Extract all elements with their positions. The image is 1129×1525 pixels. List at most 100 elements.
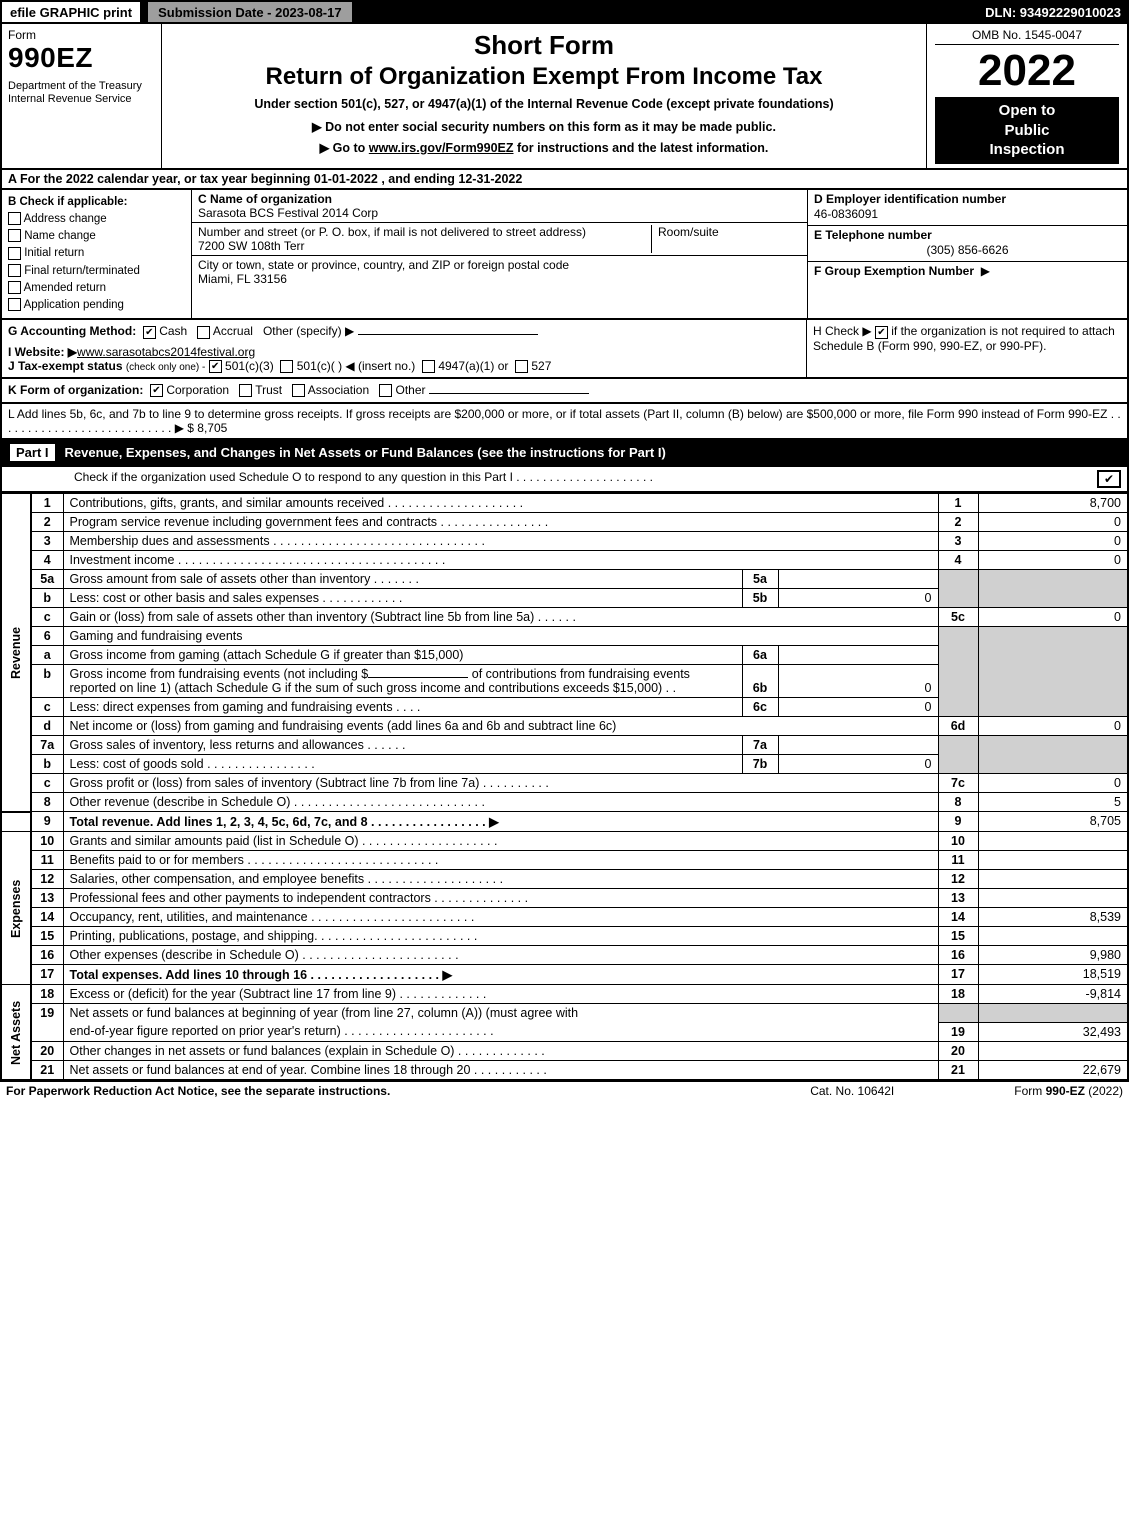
chk-final-return[interactable]: Final return/terminated <box>8 263 185 280</box>
form-year-block: OMB No. 1545-0047 2022 Open to Public In… <box>927 24 1127 168</box>
side-net-assets: Net Assets <box>1 985 31 1080</box>
chk-name-change[interactable]: Name change <box>8 228 185 245</box>
amt-7c: 0 <box>978 774 1128 793</box>
chk-4947[interactable] <box>422 360 435 373</box>
chk-schedule-b-not-required[interactable] <box>875 326 888 339</box>
gross-receipts-value: 8,705 <box>197 421 227 435</box>
amt-9: 8,705 <box>978 812 1128 832</box>
amt-15 <box>978 927 1128 946</box>
chk-cash[interactable] <box>143 326 156 339</box>
page-footer: For Paperwork Reduction Act Notice, see … <box>0 1081 1129 1100</box>
website-link[interactable]: www.sarasotabcs2014festival.org <box>77 345 255 359</box>
form-title-block: Short Form Return of Organization Exempt… <box>162 24 927 168</box>
lno-1: 1 <box>31 494 63 513</box>
phone-value: (305) 856-6626 <box>814 243 1121 259</box>
desc-9: Total revenue. Add lines 1, 2, 3, 4, 5c,… <box>63 812 938 832</box>
amt-17: 18,519 <box>978 965 1128 985</box>
part-1-title: Revenue, Expenses, and Changes in Net As… <box>65 445 666 460</box>
amt-1: 8,700 <box>978 494 1128 513</box>
val-7b: 0 <box>778 755 938 774</box>
chk-501c[interactable] <box>280 360 293 373</box>
section-b: B Check if applicable: Address change Na… <box>2 190 192 319</box>
desc-21: Net assets or fund balances at end of ye… <box>63 1060 938 1080</box>
section-c: C Name of organization Sarasota BCS Fest… <box>192 190 807 319</box>
desc-13: Professional fees and other payments to … <box>63 889 938 908</box>
val-6c: 0 <box>778 698 938 717</box>
desc-6b: Gross income from fundraising events (no… <box>63 665 742 698</box>
section-b-title: B Check if applicable: <box>8 196 128 208</box>
form-header: Form 990EZ Department of the Treasury In… <box>0 24 1129 170</box>
section-g: G Accounting Method: Cash Accrual Other … <box>2 320 807 377</box>
irs-link[interactable]: www.irs.gov/Form990EZ <box>369 141 514 155</box>
desc-14: Occupancy, rent, utilities, and maintena… <box>63 908 938 927</box>
amt-4: 0 <box>978 551 1128 570</box>
submission-date-badge: Submission Date - 2023-08-17 <box>146 0 354 24</box>
title-return: Return of Organization Exempt From Incom… <box>182 63 906 91</box>
desc-2: Program service revenue including govern… <box>63 513 938 532</box>
amt-16: 9,980 <box>978 946 1128 965</box>
desc-4: Investment income . . . . . . . . . . . … <box>63 551 938 570</box>
chk-accrual[interactable] <box>197 326 210 339</box>
city-row: City or town, state or province, country… <box>192 256 807 288</box>
desc-12: Salaries, other compensation, and employ… <box>63 870 938 889</box>
tax-year: 2022 <box>935 49 1119 93</box>
chk-initial-return[interactable]: Initial return <box>8 245 185 262</box>
section-e: E Telephone number (305) 856-6626 <box>808 226 1127 262</box>
efile-print-button[interactable]: efile GRAPHIC print <box>0 0 142 24</box>
amt-3: 0 <box>978 532 1128 551</box>
amt-19: 32,493 <box>978 1022 1128 1041</box>
amt-10 <box>978 832 1128 851</box>
desc-7a: Gross sales of inventory, less returns a… <box>63 736 742 755</box>
desc-6c: Less: direct expenses from gaming and fu… <box>63 698 742 717</box>
amt-2: 0 <box>978 513 1128 532</box>
form-id-block: Form 990EZ Department of the Treasury In… <box>2 24 162 168</box>
chk-527[interactable] <box>515 360 528 373</box>
side-expenses: Expenses <box>1 832 31 985</box>
chk-501c3[interactable] <box>209 360 222 373</box>
desc-8: Other revenue (describe in Schedule O) .… <box>63 793 938 812</box>
desc-7b: Less: cost of goods sold . . . . . . . .… <box>63 755 742 774</box>
desc-10: Grants and similar amounts paid (list in… <box>63 832 938 851</box>
amt-11 <box>978 851 1128 870</box>
val-6a <box>778 646 938 665</box>
section-d-e-f: D Employer identification number 46-0836… <box>807 190 1127 319</box>
desc-3: Membership dues and assessments . . . . … <box>63 532 938 551</box>
chk-trust[interactable] <box>239 384 252 397</box>
chk-schedule-o-part1[interactable]: ✔ <box>1097 470 1121 488</box>
ssn-warning: ▶ Do not enter social security numbers o… <box>182 119 906 134</box>
val-6b: 0 <box>778 665 938 698</box>
chk-corporation[interactable] <box>150 384 163 397</box>
desc-6a: Gross income from gaming (attach Schedul… <box>63 646 742 665</box>
amt-21: 22,679 <box>978 1060 1128 1080</box>
section-g-h: G Accounting Method: Cash Accrual Other … <box>0 320 1129 379</box>
street-value: 7200 SW 108th Terr <box>198 239 651 253</box>
desc-20: Other changes in net assets or fund bala… <box>63 1041 938 1060</box>
desc-5a: Gross amount from sale of assets other t… <box>63 570 742 589</box>
footer-formref: Form 990-EZ (2022) <box>1014 1084 1123 1098</box>
room-suite: Room/suite <box>651 225 801 253</box>
section-l: L Add lines 5b, 6c, and 7b to line 9 to … <box>0 404 1129 440</box>
val-7a <box>778 736 938 755</box>
street-row: Number and street (or P. O. box, if mail… <box>192 223 807 256</box>
val-5a <box>778 570 938 589</box>
open-to-public-badge: Open to Public Inspection <box>935 97 1119 164</box>
desc-18: Excess or (deficit) for the year (Subtra… <box>63 985 938 1004</box>
city-value: Miami, FL 33156 <box>198 272 801 286</box>
section-j: J Tax-exempt status (check only one) - 5… <box>8 359 800 373</box>
chk-other-org[interactable] <box>379 384 392 397</box>
amt-12 <box>978 870 1128 889</box>
amt-20 <box>978 1041 1128 1060</box>
desc-6d: Net income or (loss) from gaming and fun… <box>63 717 938 736</box>
chk-application-pending[interactable]: Application pending <box>8 297 185 314</box>
desc-5b: Less: cost or other basis and sales expe… <box>63 589 742 608</box>
chk-address-change[interactable]: Address change <box>8 211 185 228</box>
amt-14: 8,539 <box>978 908 1128 927</box>
part-1-header: Part I Revenue, Expenses, and Changes in… <box>0 440 1129 467</box>
form-page: efile GRAPHIC print Submission Date - 20… <box>0 0 1129 1100</box>
chk-amended-return[interactable]: Amended return <box>8 280 185 297</box>
desc-17: Total expenses. Add lines 10 through 16 … <box>63 965 938 985</box>
chk-association[interactable] <box>292 384 305 397</box>
desc-16: Other expenses (describe in Schedule O) … <box>63 946 938 965</box>
val-5b: 0 <box>778 589 938 608</box>
desc-6: Gaming and fundraising events <box>63 627 938 646</box>
